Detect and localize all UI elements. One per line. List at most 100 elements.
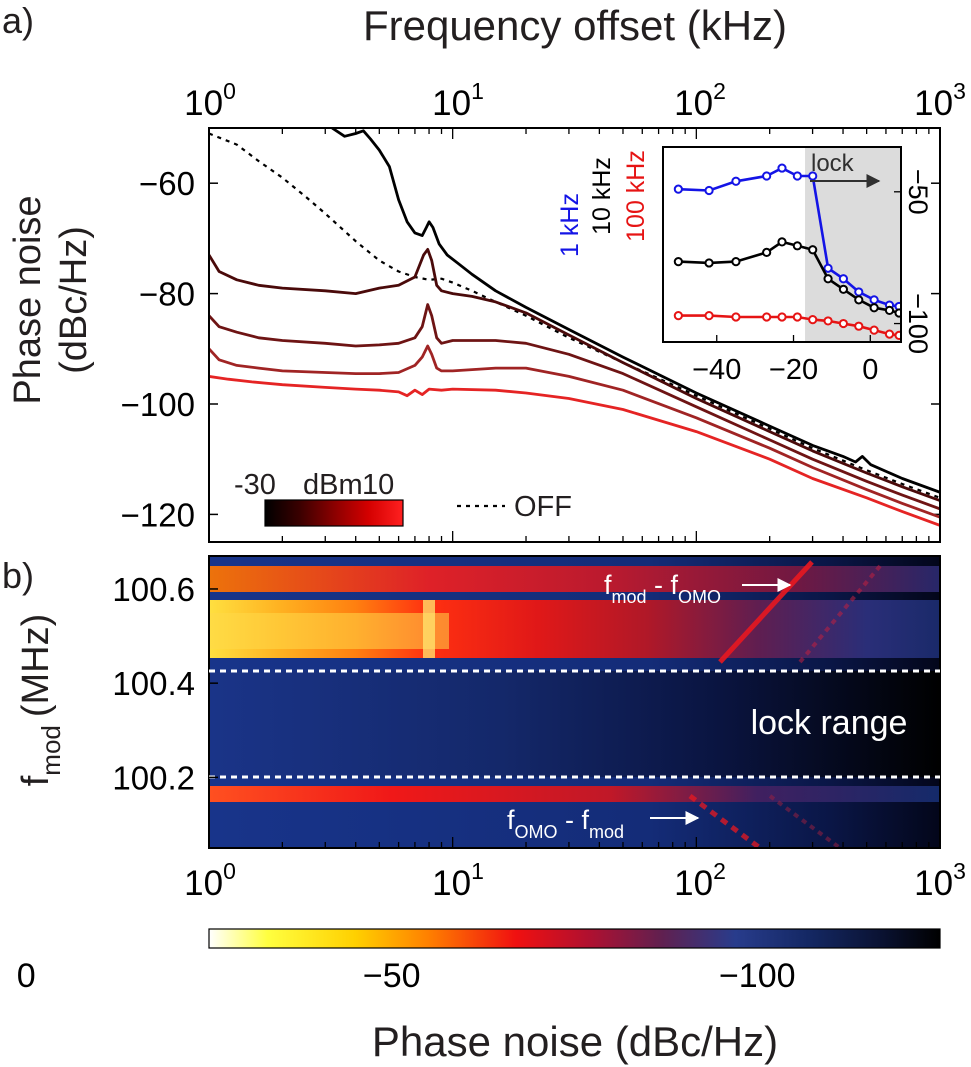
y-axis-units-a: (dBc/Hz) xyxy=(53,226,95,374)
inset-frame xyxy=(662,146,902,343)
lock-range-label: lock range xyxy=(751,704,908,742)
x-tick-label-a-10: 101 xyxy=(432,78,484,123)
panel-a-label: a) xyxy=(2,0,34,41)
heatmap-peak-column xyxy=(423,600,435,658)
panel-a-top-x-ticks: 100 101 102 103 xyxy=(184,78,966,123)
inset-point-2-6 xyxy=(808,315,818,325)
phase-noise-colorbar-label: Phase noise (dBc/Hz) xyxy=(372,1018,778,1065)
panel-a-title: Frequency offset (kHz) xyxy=(363,2,787,49)
x-tick-label-b-100: 102 xyxy=(674,858,726,903)
inset-point-0-4 xyxy=(777,163,787,173)
annotation-fomo-minus-fmod-text: fOMO - fmod xyxy=(507,805,624,842)
inset-point-2-5 xyxy=(792,312,802,322)
off-legend-label: OFF xyxy=(514,491,572,523)
heatmap-band-top xyxy=(209,566,940,592)
inset-legend-10khz: 10 kHz xyxy=(588,157,616,235)
heatmap-lock-range xyxy=(209,671,940,777)
y-axis-label-b: fmod(MHz) xyxy=(15,614,66,787)
power-colorbar-unit-label: dBm xyxy=(303,469,363,501)
y-tick-label-a-2: −100 xyxy=(121,386,195,423)
inset-point-1-1 xyxy=(704,258,714,268)
inset-series xyxy=(673,163,901,341)
inset-legend-1khz: 1 kHz xyxy=(556,193,584,257)
x-tick-label-a-100: 102 xyxy=(674,78,726,123)
colorbar-tick-label-2: −100 xyxy=(719,957,796,995)
inset-x-tick-label-2: 0 xyxy=(862,354,878,386)
colorbar-tick-label-1: −50 xyxy=(363,957,421,995)
panel-b-tick-marks xyxy=(208,588,930,848)
inset-plot-area xyxy=(673,147,901,342)
inset-point-0-10 xyxy=(869,295,879,305)
power-colorbar-max-label: 10 xyxy=(362,469,394,501)
inset-x-tick-label-0: −40 xyxy=(692,354,741,386)
inset-point-1-10 xyxy=(869,303,879,313)
off-legend: OFF xyxy=(457,491,572,523)
panel-b: b) lock range fmod - fOMO fOM xyxy=(2,555,966,1065)
phase-noise-colorbar-ticks: 0 −50 −100 xyxy=(17,957,796,995)
panel-a-frame xyxy=(208,127,941,543)
inset-point-2-11 xyxy=(884,329,895,339)
panel-b-label: b) xyxy=(2,555,34,596)
power-colorbar-min-label: -30 xyxy=(234,469,276,501)
series-line-1 xyxy=(331,128,940,494)
heatmap-sideband-upper-2 xyxy=(798,564,882,664)
inset-point-1-5 xyxy=(792,241,802,251)
inset-y-tick-label-0: −50 xyxy=(903,169,933,215)
phase-noise-colorbar: 0 −50 −100 Phase noise (dBc/Hz) xyxy=(17,928,941,1065)
inset-point-1-11 xyxy=(884,305,895,315)
inset-point-0-7 xyxy=(823,263,833,273)
inset-point-1-2 xyxy=(731,257,741,267)
inset-legend: 1 kHz 10 kHz 100 kHz xyxy=(556,150,650,257)
colorbar-tick-label-0: 0 xyxy=(17,957,36,995)
inset-point-2-4 xyxy=(777,312,787,322)
y-tick-label-b-1: 100.4 xyxy=(112,665,195,702)
annotation-fmod-minus-fomo-text: fmod - fOMO xyxy=(604,570,721,607)
heatmap-sideband-upper xyxy=(718,560,814,664)
inset-point-1-9 xyxy=(854,295,864,305)
inset-lock-label: lock xyxy=(811,150,855,177)
heatmap-frame xyxy=(208,555,941,849)
y-tick-label-b-2: 100.6 xyxy=(112,571,195,608)
series-line-3 xyxy=(209,303,940,511)
panel-a-ylabel: Phase noise (dBc/Hz) xyxy=(7,195,95,404)
inset-legend-100khz: 100 kHz xyxy=(622,150,650,242)
inset-point-2-7 xyxy=(823,316,833,326)
inset-point-2-12 xyxy=(894,330,901,341)
heatmap xyxy=(209,556,940,848)
inset-point-1-7 xyxy=(823,274,833,284)
annotation-fomo-minus-fmod: fOMO - fmod xyxy=(507,805,700,842)
power-colorbar xyxy=(264,499,404,527)
y-axis-label-a: Phase noise xyxy=(7,195,49,404)
inset-point-0-6 xyxy=(808,171,818,181)
inset-point-0-5 xyxy=(792,171,802,181)
y-tick-label-a-1: −80 xyxy=(139,276,195,313)
inset-point-2-0 xyxy=(673,311,683,321)
inset-point-0-8 xyxy=(838,274,849,284)
x-tick-label-b-10: 101 xyxy=(432,858,484,903)
heatmap-sideband-lower-2 xyxy=(768,794,842,848)
inset-point-2-3 xyxy=(762,312,772,322)
inset-chart: −40 −20 0 −50 −100 lock 1 kHz 10 kHz 100 kH… xyxy=(556,146,933,386)
inset-point-2-8 xyxy=(838,318,849,329)
annotation-fmod-minus-fomo: fmod - fOMO xyxy=(604,570,792,607)
inset-x-tick-label-1: −20 xyxy=(769,354,818,386)
heatmap-band-main-core xyxy=(209,613,449,649)
series-line-5 xyxy=(209,375,940,527)
series-line-2 xyxy=(209,248,940,502)
phase-noise-colorbar-strip xyxy=(208,928,941,949)
heatmap-sideband-lower xyxy=(688,793,762,848)
y-tick-label-a-0: −60 xyxy=(139,165,195,202)
series-line-0 xyxy=(209,132,940,499)
y-tick-label-b-0: 100.2 xyxy=(112,759,195,796)
inset-point-0-3 xyxy=(762,171,772,181)
inset-point-1-0 xyxy=(673,257,683,267)
panel-a-y-ticks: −60 −80 −100 −120 xyxy=(121,165,195,533)
inset-y-ticks: −50 −100 xyxy=(903,169,933,354)
panel-b-ylabel: fmod(MHz) xyxy=(15,614,66,787)
heatmap-band-bottom xyxy=(209,786,940,802)
panel-b-y-ticks: 100.2 100.4 100.6 xyxy=(112,571,195,796)
x-tick-label-a-1000: 103 xyxy=(914,78,966,123)
inset-point-2-2 xyxy=(731,312,741,322)
inset-point-2-9 xyxy=(854,321,864,331)
